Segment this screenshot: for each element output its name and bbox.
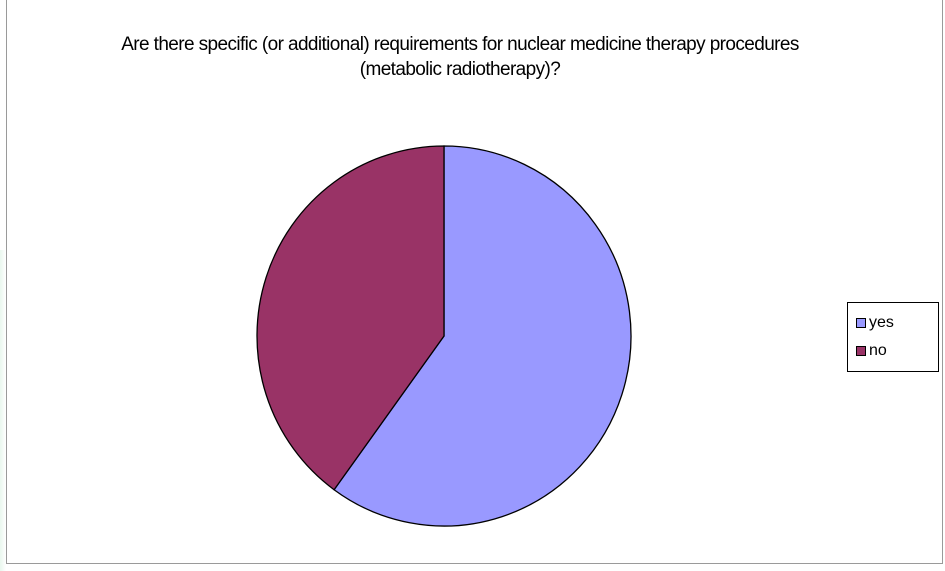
- pie-slice-no: [256, 145, 445, 491]
- legend: yes no: [847, 302, 939, 372]
- chart-title: Are there specific (or additional) requi…: [121, 34, 799, 80]
- legend-swatch-no: [856, 346, 866, 356]
- legend-label-no: no: [869, 342, 887, 359]
- left-accent: [0, 250, 6, 571]
- legend-item-no: no: [856, 341, 887, 361]
- legend-swatch-yes: [856, 318, 866, 328]
- pie-slice-yes: [333, 145, 632, 527]
- legend-label-yes: yes: [869, 314, 894, 331]
- legend-item-yes: yes: [856, 313, 894, 333]
